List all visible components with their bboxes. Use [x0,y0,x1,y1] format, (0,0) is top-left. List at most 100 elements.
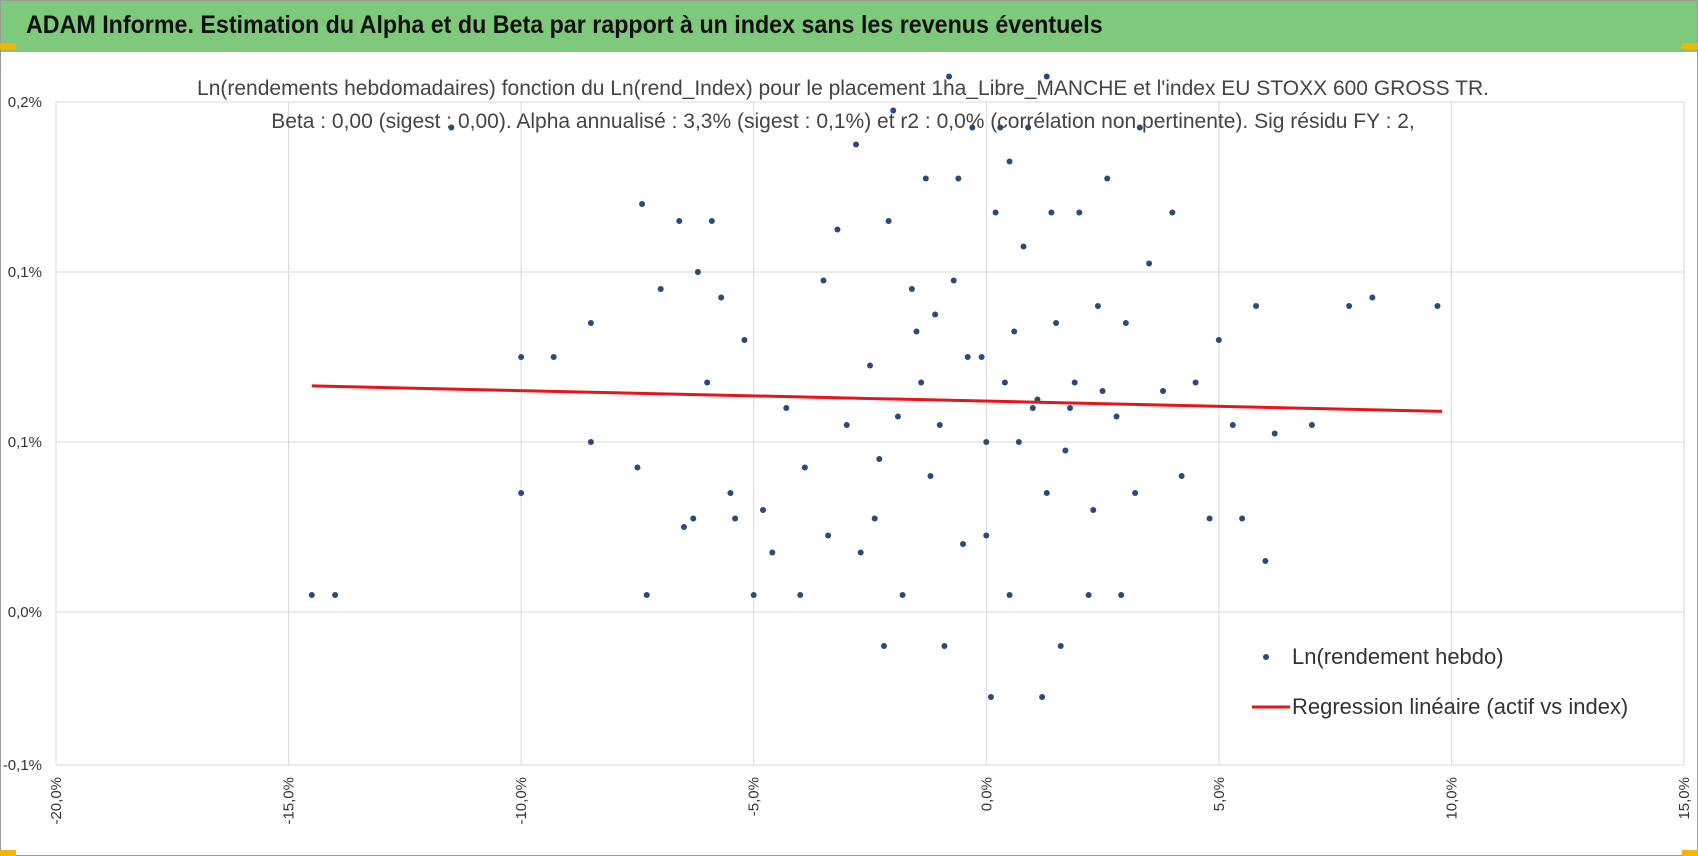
data-point [732,515,739,522]
corner-mark [0,43,16,49]
legend-label-regression: Regression linéaire (actif vs index) [1292,694,1628,719]
data-point [704,379,711,386]
data-point [1229,422,1236,428]
data-point [1104,175,1111,182]
data-point [1029,405,1036,411]
data-point [1146,260,1153,267]
data-point [1113,413,1120,420]
data-point [1043,73,1050,80]
data-point [1071,379,1078,386]
data-point [1057,643,1064,649]
data-point [871,515,878,522]
data-point [1434,303,1441,309]
data-point [518,354,525,360]
data-point [853,141,860,148]
data-point [885,218,892,224]
data-point [880,643,887,649]
data-point [1169,209,1176,216]
data-point [1053,320,1060,326]
x-tick-label: 0,0% [978,777,995,811]
data-point [1062,447,1069,454]
data-point [1020,243,1027,250]
data-point [741,337,748,343]
x-tick-label: -15,0% [281,777,298,825]
data-point [760,507,767,513]
data-point [680,524,687,530]
y-tick-label: -0,1% [3,757,42,774]
x-tick-label: 10,0% [1443,777,1460,820]
data-point [932,311,939,318]
data-point [997,124,1004,131]
corner-mark [1682,850,1698,856]
data-point [332,592,339,598]
data-point [950,277,957,284]
scatter-points [308,73,1441,700]
data-point [634,464,641,471]
data-point [550,354,557,360]
y-tick-label: 0,1% [8,434,42,451]
data-point [1006,158,1013,165]
data-point [1271,430,1278,437]
y-tick-label: 0,0% [8,604,42,621]
data-point [1118,592,1125,598]
data-point [825,532,832,539]
chart-legend: Ln(rendement hebdo) Regression linéaire … [1252,644,1628,719]
data-point [769,549,776,556]
data-point [820,277,827,284]
data-point [1011,328,1018,335]
data-point [1025,124,1032,131]
data-point [899,592,906,598]
data-point [1094,303,1101,309]
x-tick-label: -5,0% [746,777,763,816]
data-point [1122,320,1129,326]
data-point [1178,473,1185,479]
data-point [639,201,646,207]
data-point [1262,558,1269,564]
chart-grid [55,101,1685,766]
data-point [857,549,864,556]
report-banner: ADAM Informe. Estimation du Alpha et du … [0,0,1698,52]
data-point [927,473,934,479]
x-tick-label: 15,0% [1676,777,1693,820]
data-point [1206,515,1213,522]
data-point [946,73,953,80]
x-tick-label: -10,0% [513,777,530,825]
x-tick-label: 5,0% [1211,777,1228,811]
data-point [783,405,790,411]
data-point [587,439,594,445]
data-point [1099,388,1106,394]
data-point [867,362,873,369]
data-point [1346,303,1353,309]
data-point [964,354,971,360]
y-tick-label: 0,2% [8,94,42,111]
data-point [1090,507,1097,513]
data-point [1239,515,1246,522]
data-point [890,107,897,114]
data-point [1015,439,1022,445]
data-point [1136,124,1143,131]
data-point [587,320,594,326]
data-point [987,694,994,700]
regression-line-group [311,384,1443,413]
data-point [978,354,985,360]
data-point [843,422,850,428]
data-point [1039,694,1046,700]
data-point [643,592,650,598]
data-point [676,218,683,224]
data-point [908,286,915,292]
data-point [718,294,725,301]
data-point [1132,490,1139,496]
data-point [657,286,664,292]
data-point [983,439,990,445]
data-point [708,218,715,224]
chart-subtitle: Beta : 0,00 (sigest : 0,00). Alpha annua… [271,110,1415,133]
data-point [1076,209,1083,216]
data-point [918,379,925,386]
data-point [1006,592,1013,598]
data-point [448,124,455,131]
y-tick-label: 0,1% [8,264,42,281]
data-point [941,643,948,649]
legend-label-scatter: Ln(rendement hebdo) [1292,644,1504,669]
data-point [1192,379,1199,386]
